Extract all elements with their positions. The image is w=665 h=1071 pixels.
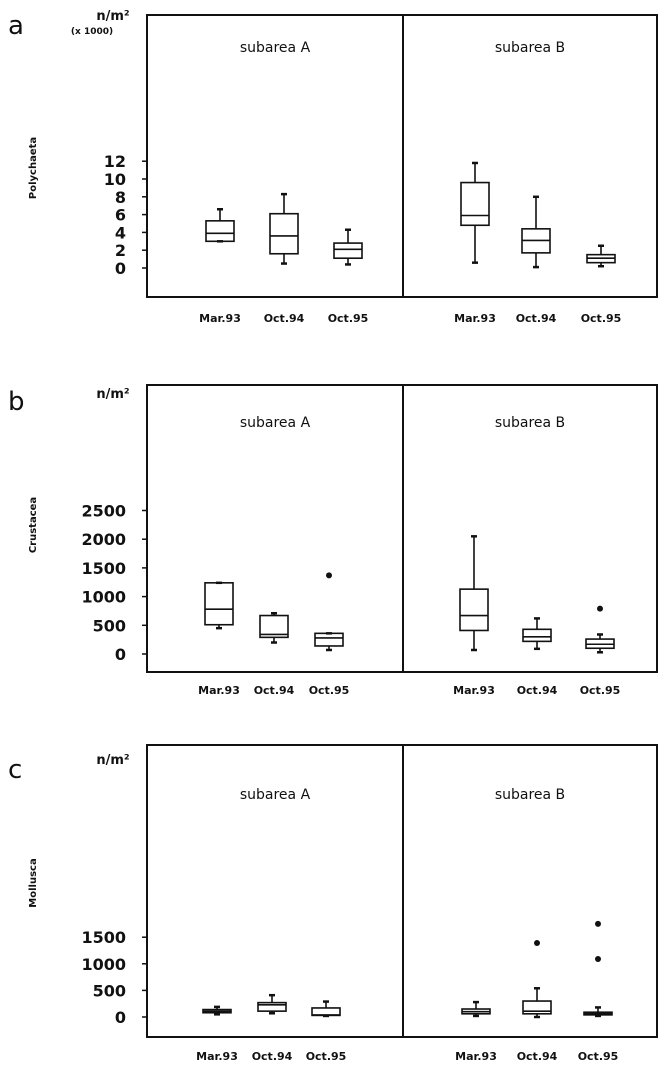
y-tick-label: 6 [115,206,126,225]
y-tick-label: 500 [93,981,126,1000]
category-label: Mar.93 [196,1050,238,1063]
y-tick-label: 10 [104,170,126,189]
category-label: Oct.94 [252,1050,293,1063]
category-label: Mar.93 [198,684,240,697]
subarea-label: subarea A [240,415,311,431]
unit-label: n/m² [96,9,129,24]
box-iqr [205,220,235,243]
panel-letter: b [8,387,25,417]
box-iqr [269,212,299,255]
box-iqr [460,181,490,227]
category-label: Oct.95 [306,1050,347,1063]
y-tick-label: 2500 [81,502,126,521]
y-axis-label: Polychaeta [28,137,39,199]
subarea-label: subarea B [495,40,565,56]
unit-multiplier: (x 1000) [71,27,113,37]
category-label: Oct.94 [516,312,557,325]
category-label: Oct.95 [328,312,369,325]
y-tick-label: 2 [115,241,126,260]
box-iqr [522,628,552,643]
unit-label: n/m² [96,387,129,402]
y-tick-label: 2000 [81,530,126,549]
box-iqr [459,588,489,632]
box-iqr [204,582,234,626]
y-tick-label: 0 [115,1008,126,1027]
y-axis-label: Crustacea [28,497,39,553]
subarea-label: subarea B [495,415,565,431]
box-iqr [259,614,289,639]
y-tick-label: 500 [93,616,126,635]
y-tick-label: 0 [115,259,126,278]
category-label: Mar.93 [455,1050,497,1063]
box-iqr [522,1000,552,1015]
category-label: Oct.94 [264,312,305,325]
box-iqr [257,1001,287,1012]
category-label: Oct.94 [254,684,295,697]
y-tick-label: 4 [115,223,126,242]
subarea-label: subarea B [495,787,565,803]
y-tick-label: 8 [115,188,126,207]
y-axis-label: Mollusca [28,858,39,907]
subarea-label: subarea A [240,787,311,803]
outlier-point [597,605,603,612]
category-label: Oct.95 [580,684,621,697]
category-label: Oct.94 [517,684,558,697]
y-tick-label: 1000 [81,588,126,607]
panel-letter: c [8,755,22,785]
category-label: Mar.93 [453,684,495,697]
category-label: Oct.94 [517,1050,558,1063]
outlier-point [595,956,601,963]
y-tick-label: 0 [115,645,126,664]
box-iqr [314,632,344,647]
category-label: Oct.95 [309,684,350,697]
category-label: Oct.95 [578,1050,619,1063]
outlier-point [595,920,601,927]
panel-letter: a [8,11,24,41]
outlier-point [534,940,540,947]
y-tick-label: 1000 [81,955,126,974]
box-iqr [333,242,363,260]
y-tick-label: 1500 [81,928,126,947]
category-label: Oct.95 [581,312,622,325]
y-tick-label: 12 [104,152,126,171]
category-label: Mar.93 [454,312,496,325]
outlier-point [326,572,332,579]
y-tick-label: 1500 [81,559,126,578]
subarea-label: subarea A [240,40,311,56]
unit-label: n/m² [96,753,129,768]
category-label: Mar.93 [199,312,241,325]
